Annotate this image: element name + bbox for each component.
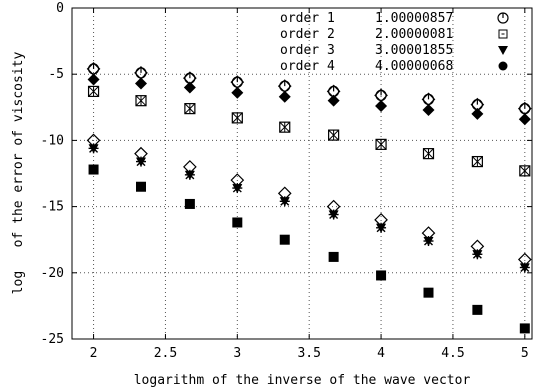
legend-marker xyxy=(498,29,508,39)
data-point xyxy=(329,252,339,262)
data-point xyxy=(471,99,483,111)
data-point xyxy=(87,63,100,75)
legend-series-slope: 2.00000081 xyxy=(375,27,453,42)
y-tick-label: -15 xyxy=(41,200,64,215)
x-tick-label: 5 xyxy=(521,346,529,361)
data-point xyxy=(231,76,243,88)
x-tick-label: 4.5 xyxy=(441,346,464,361)
data-point xyxy=(375,99,388,112)
data-point xyxy=(279,121,291,133)
data-point xyxy=(328,210,339,220)
data-point xyxy=(231,86,244,99)
data-point xyxy=(376,270,386,280)
legend: order 1 1.00000857 order 2 2.00000081 order … xyxy=(280,11,509,74)
data-point xyxy=(183,81,196,94)
data-point xyxy=(328,85,340,98)
data-point xyxy=(135,67,147,79)
legend-marker xyxy=(497,12,509,24)
data-point xyxy=(328,129,340,141)
legend-series-name: order 2 xyxy=(280,27,335,42)
data-point xyxy=(184,103,196,115)
plot-frame xyxy=(71,7,533,340)
data-point xyxy=(135,77,147,90)
data-point xyxy=(280,235,290,245)
legend-series-name: order 3 xyxy=(280,43,335,58)
data-point xyxy=(136,182,146,192)
data-markers xyxy=(86,62,532,334)
legend-series-slope: 1.00000857 xyxy=(375,11,453,26)
data-point xyxy=(232,217,242,227)
data-point xyxy=(232,184,243,194)
data-point xyxy=(375,89,387,101)
data-point xyxy=(519,165,531,177)
data-point xyxy=(376,223,387,233)
legend-marker xyxy=(498,46,508,55)
data-point xyxy=(89,165,99,175)
data-point xyxy=(519,103,531,115)
data-point xyxy=(472,305,482,315)
y-tick-label: -20 xyxy=(41,266,64,281)
data-point xyxy=(278,90,291,103)
data-point xyxy=(471,107,484,120)
y-tick-label: -10 xyxy=(41,133,64,148)
legend-series-slope: 3.00001855 xyxy=(375,43,453,58)
data-point xyxy=(135,95,147,107)
data-point xyxy=(422,148,435,160)
data-point xyxy=(184,72,196,84)
x-tick-label: 4 xyxy=(377,346,385,361)
data-point xyxy=(520,323,530,333)
x-axis-label: logarithm of the inverse of the wave vec… xyxy=(134,373,471,388)
data-point xyxy=(136,157,146,167)
data-point xyxy=(422,103,435,116)
x-tick-label: 3 xyxy=(233,346,241,361)
x-tick-label: 2.5 xyxy=(154,346,177,361)
x-tick-label: 3.5 xyxy=(297,346,320,361)
axis-ticks: 2 2.5 3 3.5 4 4.5 5 0 -5 -10 -15 -20 -25 xyxy=(41,1,532,361)
data-point xyxy=(231,112,243,124)
legend-series-name: order 4 xyxy=(280,59,335,74)
data-point xyxy=(518,113,531,126)
x-tick-label: 2 xyxy=(90,346,98,361)
data-point xyxy=(88,144,99,154)
data-point xyxy=(327,94,340,107)
legend-marker xyxy=(498,61,508,71)
data-point xyxy=(279,197,290,207)
data-point xyxy=(375,138,387,150)
legend-series-slope: 4.00000068 xyxy=(375,59,453,74)
data-point xyxy=(185,199,195,209)
data-point xyxy=(472,250,483,260)
y-tick-label: -5 xyxy=(48,67,64,82)
data-point xyxy=(423,237,434,247)
y-tick-label: 0 xyxy=(56,1,64,16)
y-axis-label: log of the error of viscosity xyxy=(11,52,26,295)
data-point xyxy=(424,288,433,298)
y-tick-label: -25 xyxy=(41,332,64,347)
data-point xyxy=(87,73,100,86)
data-point xyxy=(519,263,530,273)
legend-series-name: order 1 xyxy=(280,11,335,26)
data-point xyxy=(184,170,195,180)
data-point xyxy=(422,93,435,105)
data-point xyxy=(279,80,291,92)
data-point xyxy=(471,155,483,168)
data-point xyxy=(87,85,100,98)
